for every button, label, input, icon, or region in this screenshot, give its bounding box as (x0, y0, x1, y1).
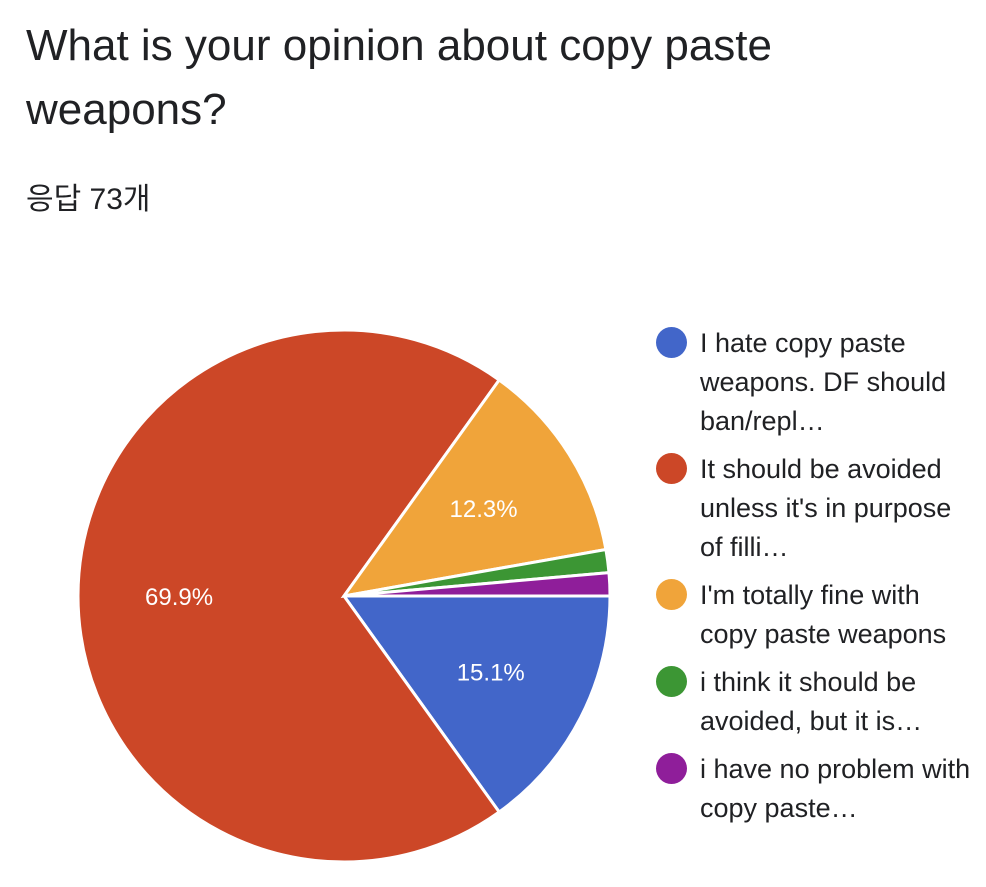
pie-slice[interactable] (76, 328, 502, 864)
response-count: 응답 73개 (26, 183, 151, 216)
pie-chart: 15.1% 69.9% 12.3% (76, 328, 612, 864)
legend-label: It should be avoided unless it's in purp… (700, 454, 952, 562)
legend-label: i have no problem with copy paste… (700, 754, 971, 823)
legend-dot (656, 666, 687, 697)
legend-dot (656, 327, 687, 358)
slice-label-2: 12.3% (450, 496, 518, 523)
legend-dot (656, 453, 687, 484)
legend-item[interactable]: I hate copy paste weapons. DF should ban… (656, 324, 976, 441)
legend-item[interactable]: It should be avoided unless it's in purp… (656, 450, 976, 567)
legend-item[interactable]: i have no problem with copy paste… (656, 750, 976, 828)
pie-slice[interactable] (341, 594, 612, 815)
pie-slice[interactable] (343, 571, 612, 598)
slice-label-1: 69.9% (145, 584, 213, 611)
legend-dot (656, 579, 687, 610)
slice-label-0: 15.1% (457, 659, 525, 686)
legend-label: I hate copy paste weapons. DF should ban… (700, 328, 947, 436)
legend-dot (656, 753, 687, 784)
chart-title: What is your opinion about copy paste we… (26, 21, 773, 134)
legend-item[interactable]: i think it should be avoided, but it is… (656, 663, 976, 741)
legend-label: I'm totally fine with copy paste weapons (700, 580, 947, 649)
legend-item[interactable]: I'm totally fine with copy paste weapons (656, 576, 976, 654)
legend-label: i think it should be avoided, but it is… (700, 667, 923, 736)
pie-slice[interactable] (340, 377, 608, 599)
chart-legend: I hate copy paste weapons. DF should ban… (656, 324, 976, 837)
